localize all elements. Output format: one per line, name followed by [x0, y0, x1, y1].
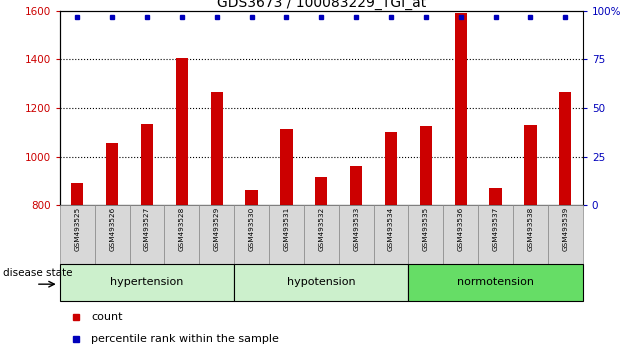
- Text: hypotension: hypotension: [287, 277, 355, 287]
- Text: GSM493536: GSM493536: [458, 207, 464, 251]
- Bar: [234, 264, 408, 301]
- Text: percentile rank within the sample: percentile rank within the sample: [91, 334, 279, 344]
- Bar: [420, 126, 432, 205]
- Text: count: count: [91, 312, 123, 322]
- Text: GSM493526: GSM493526: [109, 207, 115, 251]
- Bar: [269, 205, 304, 264]
- Bar: [199, 205, 234, 264]
- Text: GSM493534: GSM493534: [388, 207, 394, 251]
- Bar: [455, 13, 467, 205]
- Text: GSM493537: GSM493537: [493, 207, 498, 251]
- Bar: [315, 177, 328, 205]
- Bar: [339, 205, 374, 264]
- Text: GSM493532: GSM493532: [318, 207, 324, 251]
- Text: hypertension: hypertension: [110, 277, 184, 287]
- Bar: [548, 205, 583, 264]
- Bar: [408, 264, 583, 301]
- Bar: [60, 205, 94, 264]
- Bar: [559, 92, 571, 205]
- Bar: [513, 205, 548, 264]
- Bar: [176, 58, 188, 205]
- Text: GSM493527: GSM493527: [144, 207, 150, 251]
- Text: disease state: disease state: [3, 268, 72, 278]
- Text: GSM493529: GSM493529: [214, 207, 220, 251]
- Text: GSM493525: GSM493525: [74, 207, 80, 251]
- Text: GSM493533: GSM493533: [353, 207, 359, 251]
- Bar: [246, 189, 258, 205]
- Bar: [94, 205, 130, 264]
- Bar: [304, 205, 339, 264]
- Bar: [385, 132, 397, 205]
- Text: GSM493531: GSM493531: [284, 207, 289, 251]
- Bar: [444, 205, 478, 264]
- Bar: [234, 205, 269, 264]
- Bar: [478, 205, 513, 264]
- Text: GSM493535: GSM493535: [423, 207, 429, 251]
- Text: GSM493530: GSM493530: [249, 207, 255, 251]
- Text: normotension: normotension: [457, 277, 534, 287]
- Bar: [141, 124, 153, 205]
- Bar: [130, 205, 164, 264]
- Bar: [164, 205, 199, 264]
- Bar: [210, 92, 223, 205]
- Bar: [490, 188, 501, 205]
- Text: GSM493538: GSM493538: [527, 207, 534, 251]
- Bar: [408, 205, 444, 264]
- Text: GSM493528: GSM493528: [179, 207, 185, 251]
- Title: GDS3673 / 100083229_TGI_at: GDS3673 / 100083229_TGI_at: [217, 0, 426, 10]
- Bar: [71, 183, 83, 205]
- Bar: [350, 166, 362, 205]
- Bar: [524, 125, 537, 205]
- Bar: [60, 264, 234, 301]
- Bar: [106, 143, 118, 205]
- Bar: [374, 205, 408, 264]
- Bar: [280, 129, 292, 205]
- Text: GSM493539: GSM493539: [563, 207, 568, 251]
